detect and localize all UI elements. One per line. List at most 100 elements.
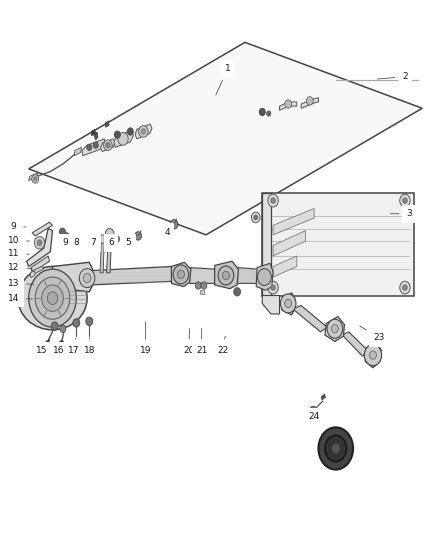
Polygon shape	[100, 240, 104, 273]
Circle shape	[400, 281, 410, 294]
Polygon shape	[32, 266, 44, 274]
Text: 10: 10	[8, 236, 29, 245]
Polygon shape	[82, 139, 104, 156]
Polygon shape	[215, 261, 238, 289]
Circle shape	[267, 111, 271, 116]
Circle shape	[173, 265, 189, 284]
Text: 4: 4	[164, 227, 172, 237]
Text: 8: 8	[74, 238, 79, 247]
Text: 13: 13	[8, 279, 34, 288]
Circle shape	[34, 237, 45, 249]
Text: 9: 9	[63, 238, 68, 247]
Polygon shape	[114, 131, 134, 147]
Circle shape	[258, 269, 271, 286]
Polygon shape	[282, 293, 295, 315]
Circle shape	[79, 269, 95, 288]
Polygon shape	[29, 173, 38, 181]
Circle shape	[113, 236, 120, 243]
Polygon shape	[74, 147, 81, 156]
Circle shape	[325, 435, 346, 462]
Text: 5: 5	[125, 235, 137, 247]
Text: 24: 24	[308, 411, 320, 421]
Polygon shape	[273, 231, 305, 256]
Text: 3: 3	[390, 209, 412, 218]
Circle shape	[327, 319, 343, 338]
Circle shape	[83, 273, 91, 283]
Polygon shape	[237, 268, 259, 284]
Circle shape	[370, 351, 376, 359]
Text: 11: 11	[8, 249, 29, 258]
Circle shape	[114, 131, 120, 139]
Circle shape	[138, 126, 148, 138]
Circle shape	[141, 129, 145, 134]
Polygon shape	[171, 262, 191, 287]
Circle shape	[306, 96, 313, 105]
Circle shape	[60, 325, 66, 333]
Polygon shape	[135, 124, 152, 139]
Text: 19: 19	[140, 322, 151, 356]
Polygon shape	[89, 266, 173, 285]
Circle shape	[118, 133, 128, 145]
Circle shape	[271, 198, 275, 203]
Polygon shape	[53, 262, 94, 292]
Circle shape	[60, 341, 64, 346]
Polygon shape	[365, 342, 381, 368]
Polygon shape	[46, 340, 49, 344]
Circle shape	[47, 292, 58, 304]
Circle shape	[93, 142, 99, 148]
Polygon shape	[94, 132, 98, 140]
Polygon shape	[256, 263, 273, 290]
Circle shape	[35, 277, 70, 319]
Text: 20: 20	[183, 328, 194, 356]
Circle shape	[60, 228, 66, 236]
Circle shape	[177, 270, 184, 279]
Circle shape	[254, 215, 258, 220]
Polygon shape	[273, 208, 314, 235]
Circle shape	[251, 212, 260, 223]
Circle shape	[223, 271, 230, 280]
Circle shape	[106, 142, 110, 148]
Polygon shape	[325, 317, 344, 342]
Polygon shape	[342, 332, 368, 356]
Polygon shape	[105, 121, 109, 127]
Circle shape	[403, 198, 407, 203]
Circle shape	[259, 108, 265, 116]
Circle shape	[170, 220, 178, 229]
Circle shape	[64, 233, 69, 239]
Circle shape	[37, 240, 42, 245]
Text: 14: 14	[8, 294, 32, 303]
Circle shape	[87, 144, 92, 150]
Text: 22: 22	[218, 336, 229, 356]
Circle shape	[99, 235, 106, 243]
Polygon shape	[262, 295, 279, 314]
Polygon shape	[27, 229, 53, 266]
Polygon shape	[190, 268, 215, 284]
Polygon shape	[32, 222, 53, 236]
Circle shape	[134, 232, 141, 240]
Circle shape	[318, 427, 353, 470]
Circle shape	[86, 317, 93, 326]
Text: 23: 23	[360, 326, 385, 342]
Circle shape	[268, 194, 278, 207]
Circle shape	[127, 128, 134, 135]
Circle shape	[268, 281, 278, 294]
Circle shape	[195, 282, 201, 289]
Circle shape	[364, 344, 381, 366]
Polygon shape	[92, 130, 96, 136]
Text: 2: 2	[378, 72, 408, 81]
Text: 6: 6	[108, 237, 115, 247]
Circle shape	[103, 140, 112, 150]
Circle shape	[403, 285, 407, 290]
Polygon shape	[200, 290, 204, 294]
Polygon shape	[31, 271, 35, 278]
Text: 7: 7	[91, 237, 96, 247]
Text: 16: 16	[53, 345, 65, 356]
Text: 17: 17	[68, 338, 80, 356]
Circle shape	[271, 285, 275, 290]
Polygon shape	[106, 235, 112, 273]
Circle shape	[218, 266, 234, 285]
Polygon shape	[262, 192, 413, 295]
Circle shape	[42, 285, 64, 311]
Polygon shape	[31, 256, 49, 273]
Circle shape	[332, 443, 340, 454]
